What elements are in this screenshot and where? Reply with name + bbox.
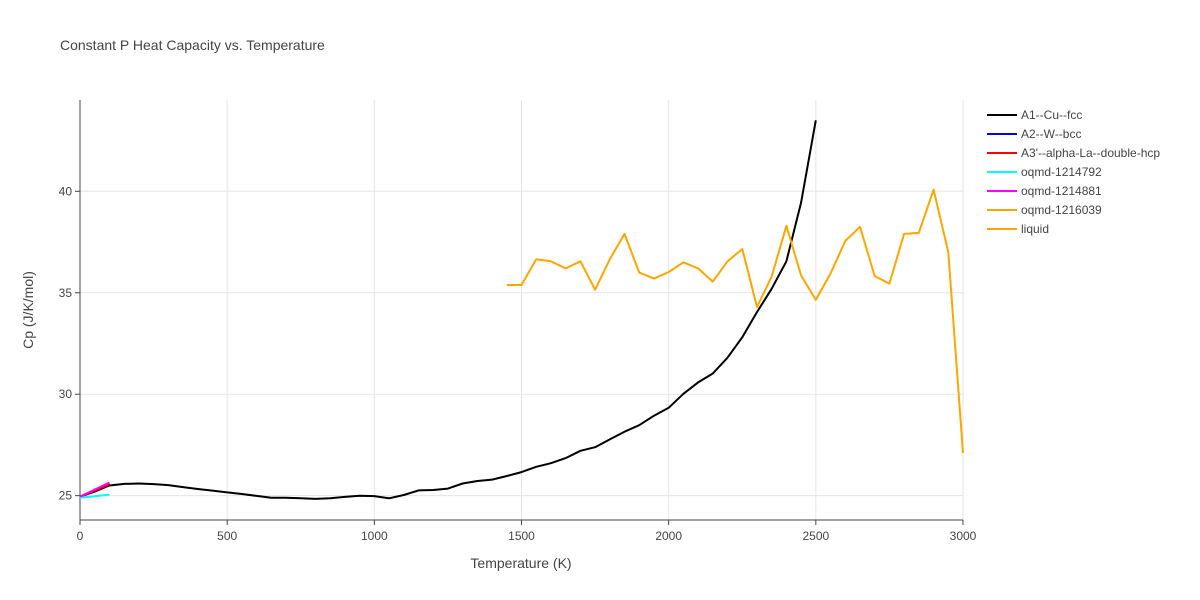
x-tick-label: 2000 bbox=[655, 529, 682, 543]
x-tick-label: 500 bbox=[217, 529, 237, 543]
y-tick-label: 35 bbox=[59, 286, 73, 300]
legend-item-oqmd-1216039[interactable]: oqmd-1216039 bbox=[1021, 203, 1102, 217]
y-tick-label: 25 bbox=[59, 489, 73, 503]
series-line-oqmd-1214792 bbox=[79, 493, 110, 499]
y-tick-label: 30 bbox=[59, 387, 73, 401]
y-tick-label: 40 bbox=[59, 184, 73, 198]
legend-item-a2-w-bcc[interactable]: A2--W--bcc bbox=[1021, 127, 1081, 141]
tick-labels: 0 500 1000 1500 2000 2500 3000 25 30 35 40 bbox=[59, 184, 977, 543]
legend-item-a3-alpha-la-double-hcp[interactable]: A3'--alpha-La--double-hcp bbox=[1021, 146, 1160, 160]
chart-title: Constant P Heat Capacity vs. Temperature bbox=[60, 37, 325, 53]
x-tick-label: 3000 bbox=[950, 529, 977, 543]
x-tick-label: 2500 bbox=[802, 529, 829, 543]
legend-item-liquid[interactable]: liquid bbox=[1021, 222, 1049, 236]
grid bbox=[80, 100, 964, 520]
series-line-liquid bbox=[506, 188, 964, 454]
x-tick-label: 1500 bbox=[508, 529, 535, 543]
legend-item-a1-cu-fcc[interactable]: A1--Cu--fcc bbox=[1021, 108, 1082, 122]
series-line-a1-cu-fcc bbox=[79, 120, 817, 500]
series-line-oqmd-1214881 bbox=[79, 481, 110, 498]
x-tick-label: 1000 bbox=[361, 529, 388, 543]
x-tick-label: 0 bbox=[77, 529, 84, 543]
plot-area bbox=[79, 120, 964, 500]
legend: A1--Cu--fcc A2--W--bcc A3'--alpha-La--doub… bbox=[987, 108, 1160, 236]
legend-item-oqmd-1214881[interactable]: oqmd-1214881 bbox=[1021, 184, 1102, 198]
legend-item-oqmd-1214792[interactable]: oqmd-1214792 bbox=[1021, 165, 1102, 179]
axes bbox=[75, 100, 964, 525]
x-axis-title: Temperature (K) bbox=[470, 555, 571, 571]
y-axis-title: Cp (J/K/mol) bbox=[20, 271, 36, 349]
